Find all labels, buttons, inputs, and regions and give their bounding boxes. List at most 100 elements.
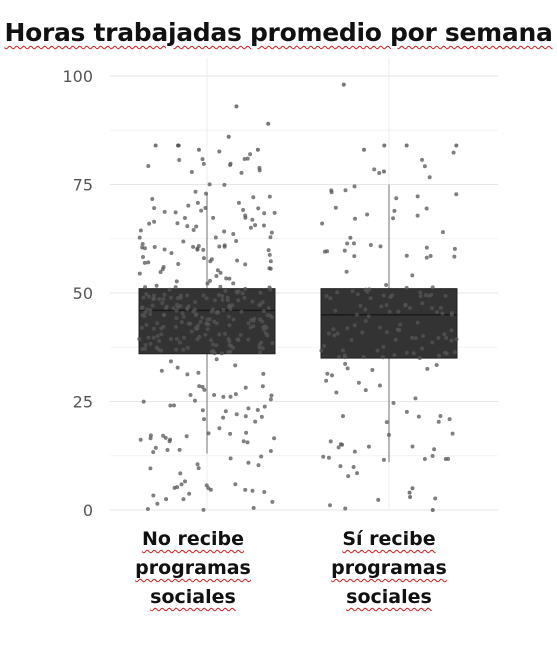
data-point	[446, 456, 451, 461]
data-point	[392, 352, 397, 357]
y-tick-label: 100	[62, 67, 93, 86]
data-point	[377, 170, 382, 175]
data-point	[335, 331, 340, 336]
data-point	[145, 507, 150, 512]
data-point	[258, 350, 263, 355]
data-point	[269, 230, 274, 235]
data-point	[137, 235, 142, 240]
data-point	[164, 497, 169, 502]
data-point	[360, 330, 365, 335]
data-point	[381, 344, 386, 349]
data-point	[324, 294, 329, 299]
data-point	[228, 394, 233, 399]
data-point	[423, 293, 428, 298]
data-point	[424, 206, 429, 211]
data-point	[259, 454, 264, 459]
data-point	[241, 208, 246, 213]
data-point	[248, 225, 253, 230]
data-point	[268, 397, 273, 402]
data-point	[413, 396, 418, 401]
data-point	[217, 244, 222, 249]
data-point	[221, 394, 226, 399]
data-point	[384, 303, 389, 308]
data-point	[183, 479, 188, 484]
data-point	[261, 309, 266, 314]
data-point	[184, 434, 189, 439]
data-point	[211, 215, 216, 220]
data-point	[257, 303, 262, 308]
data-point	[257, 345, 262, 350]
data-point	[217, 332, 222, 337]
data-point	[141, 254, 146, 259]
data-point	[169, 251, 174, 256]
data-point	[222, 229, 227, 234]
data-point	[333, 205, 338, 210]
data-point	[416, 414, 421, 419]
data-point	[433, 496, 438, 501]
data-point	[162, 247, 167, 252]
outlier-point	[381, 169, 386, 174]
outlier-point	[430, 508, 435, 512]
data-point	[212, 392, 217, 397]
data-point	[391, 216, 396, 221]
data-point	[233, 392, 238, 397]
outlier-point	[410, 486, 415, 491]
data-point	[424, 245, 429, 250]
data-point	[404, 350, 409, 355]
data-point	[243, 286, 248, 291]
data-point	[228, 163, 233, 168]
data-point	[218, 270, 223, 275]
data-point	[325, 371, 330, 376]
data-point	[430, 306, 435, 311]
data-point	[224, 276, 229, 281]
data-point	[193, 299, 198, 304]
data-point	[268, 313, 273, 318]
data-point	[415, 213, 420, 218]
data-point	[343, 361, 348, 366]
data-point	[233, 482, 238, 487]
data-point	[181, 497, 186, 502]
data-point	[168, 295, 173, 300]
data-point	[394, 196, 399, 201]
data-point	[354, 312, 359, 317]
data-point	[164, 304, 169, 309]
data-point	[223, 288, 228, 293]
data-point	[200, 408, 205, 413]
data-point	[168, 337, 173, 342]
data-point	[244, 430, 249, 435]
data-point	[267, 285, 272, 290]
data-point	[387, 309, 392, 314]
data-point	[174, 302, 179, 307]
data-point	[175, 296, 180, 301]
chart-title: Horas trabajadas promedio por semana	[4, 18, 553, 47]
data-point	[174, 279, 179, 284]
data-point	[343, 188, 348, 193]
data-point	[227, 323, 232, 328]
box	[320, 288, 458, 359]
data-point	[168, 403, 173, 408]
data-point	[338, 442, 343, 447]
data-point	[202, 417, 207, 422]
data-point	[152, 244, 157, 249]
data-point	[230, 303, 235, 308]
data-point	[346, 474, 351, 479]
data-point	[216, 292, 221, 297]
data-point	[195, 200, 200, 205]
data-point	[175, 221, 180, 226]
data-point	[177, 158, 182, 163]
data-point	[268, 259, 273, 264]
data-point	[262, 211, 267, 216]
data-point	[143, 310, 148, 315]
data-point	[144, 322, 149, 327]
data-point	[430, 285, 435, 290]
data-point	[177, 447, 182, 452]
data-point	[154, 283, 159, 288]
data-point	[328, 296, 333, 301]
data-point	[415, 320, 420, 325]
data-point	[338, 464, 343, 469]
data-point	[206, 486, 211, 491]
data-point	[161, 313, 166, 318]
data-point	[231, 317, 236, 322]
data-point	[152, 293, 157, 298]
